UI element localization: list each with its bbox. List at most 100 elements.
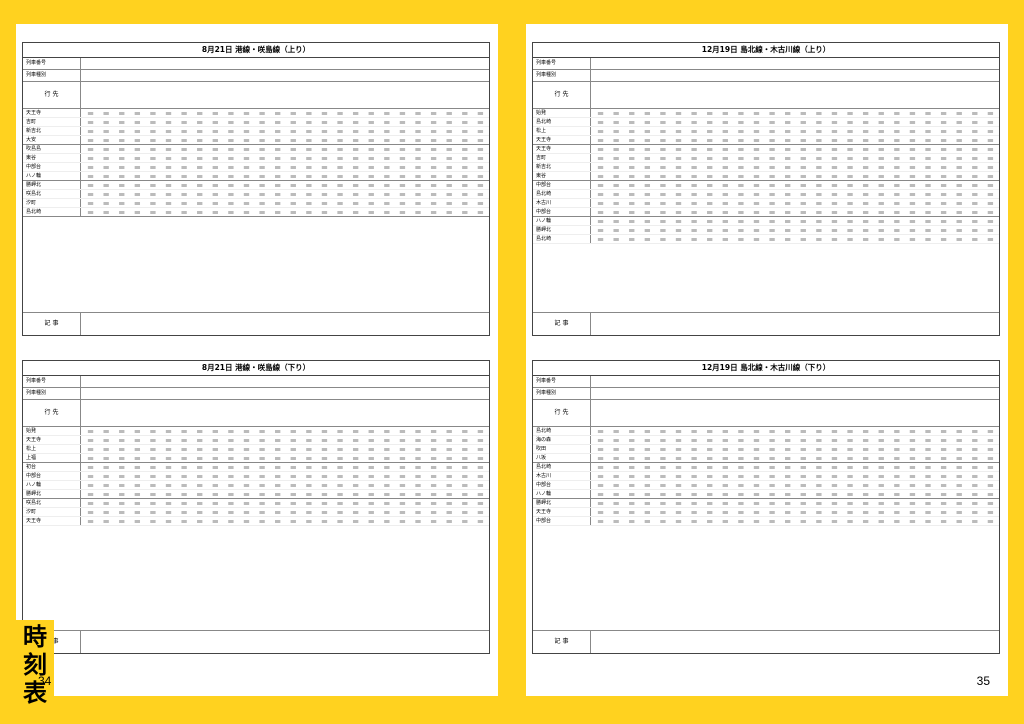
- station-label: 始発: [23, 427, 81, 435]
- time-cells: [81, 427, 489, 435]
- time-cells: [81, 118, 489, 126]
- station-label: 天王寺: [23, 436, 81, 444]
- station-label: 天王寺: [533, 136, 591, 144]
- time-cells: [591, 490, 999, 498]
- time-cells: [81, 499, 489, 507]
- table-row: 勝岬北: [23, 490, 489, 499]
- side-label-char: 刻: [23, 651, 47, 679]
- time-cells: [81, 199, 489, 207]
- table-row: 勝岬北: [23, 181, 489, 190]
- table-row: 中部台: [533, 181, 999, 190]
- station-label: 上福: [23, 454, 81, 462]
- row-label: 行 先: [533, 82, 591, 108]
- table-row: 始発: [533, 109, 999, 118]
- station-label: 中部台: [533, 181, 591, 189]
- side-label-char: 表: [23, 679, 47, 707]
- time-cells: [591, 109, 999, 117]
- table-row: 天王寺: [23, 517, 489, 526]
- table-row: 咲島北: [23, 190, 489, 199]
- station-label: 島北崎: [23, 208, 81, 216]
- time-cells: [81, 127, 489, 135]
- time-cells: [591, 454, 999, 462]
- station-label: 中部台: [23, 472, 81, 480]
- table-row: 大安: [23, 136, 489, 145]
- station-label: 新吉北: [533, 163, 591, 171]
- station-label: 木古川: [533, 472, 591, 480]
- time-cells: [591, 508, 999, 516]
- station-label: 吹田: [533, 445, 591, 453]
- table-row: 東谷: [23, 154, 489, 163]
- table-row: 木古川: [533, 472, 999, 481]
- station-label: 島北崎: [533, 118, 591, 126]
- station-label: 天王寺: [23, 109, 81, 117]
- table-row: 島北崎: [533, 235, 999, 244]
- table-row: 天王寺: [23, 436, 489, 445]
- station-label: 勝岬北: [23, 490, 81, 498]
- table-row: 天王寺: [533, 136, 999, 145]
- station-label: 島北崎: [533, 463, 591, 471]
- table-row: 汐町: [23, 508, 489, 517]
- table-row: 島北崎: [533, 118, 999, 127]
- time-cells: [591, 136, 999, 144]
- table-row: 始発: [23, 427, 489, 436]
- station-label: 新吉北: [23, 127, 81, 135]
- table-row: 中部台: [23, 472, 489, 481]
- table-row: 中部台: [533, 208, 999, 217]
- station-label: 吉町: [533, 154, 591, 162]
- station-label: 天王寺: [23, 517, 81, 525]
- table-row: 中部台: [533, 517, 999, 526]
- station-label: 吹島島: [23, 145, 81, 153]
- table-row: 新吉北: [533, 163, 999, 172]
- table-row: 吹田: [533, 445, 999, 454]
- page-left: 8月21日 港線・咲島線（上り） 列車番号 列車種別 行 先 天王寺 吉町 新吉北大…: [16, 24, 498, 710]
- table-title: 12月19日 島北線・木古川線（上り）: [533, 43, 999, 58]
- station-label: 咲島北: [23, 190, 81, 198]
- rows-right-bottom: 島北崎 海の森 吹田 八坂 島北崎 木古川 中部台 ハノ輪 勝岬北 天王寺 中部台: [533, 427, 999, 526]
- table-row: 中部台: [23, 163, 489, 172]
- time-cells: [591, 172, 999, 180]
- time-cells: [81, 109, 489, 117]
- station-label: ハノ輪: [23, 481, 81, 489]
- row-label: 列車種別: [23, 388, 81, 399]
- rows-left-top: 天王寺 吉町 新吉北 大安 吹島島 東谷 中部台 ハノ輪 勝岬北 咲島北 汐町 島北崎: [23, 109, 489, 217]
- row-label: 列車番号: [23, 58, 81, 69]
- station-label: 島北崎: [533, 427, 591, 435]
- table-row: 吉町: [533, 154, 999, 163]
- station-label: 木古川: [533, 199, 591, 207]
- time-cells: [591, 499, 999, 507]
- station-label: 島北崎: [533, 190, 591, 198]
- time-cells: [591, 208, 999, 216]
- station-label: 大安: [23, 136, 81, 144]
- station-label: 松上: [23, 445, 81, 453]
- time-cells: [591, 145, 999, 153]
- time-cells: [591, 427, 999, 435]
- station-label: 勝岬北: [23, 181, 81, 189]
- time-cells: [591, 181, 999, 189]
- station-label: 中部台: [23, 163, 81, 171]
- station-label: 始発: [533, 109, 591, 117]
- time-cells: [591, 481, 999, 489]
- row-label: 列車番号: [23, 376, 81, 387]
- table-row: 東谷: [533, 172, 999, 181]
- time-cells: [81, 145, 489, 153]
- station-label: 島北崎: [533, 235, 591, 243]
- station-label: 松上: [533, 127, 591, 135]
- station-label: ハノ輪: [533, 217, 591, 225]
- table-title: 8月21日 港線・咲島線（下り）: [23, 361, 489, 376]
- station-label: 中部台: [533, 208, 591, 216]
- time-cells: [591, 217, 999, 225]
- table-row: 八坂: [533, 454, 999, 463]
- timetable-right-top: 12月19日 島北線・木古川線（上り） 列車番号 列車種別 行 先 始発 島北崎松…: [532, 42, 1000, 336]
- station-label: 中部台: [533, 517, 591, 525]
- time-cells: [81, 436, 489, 444]
- timetable-left-bottom: 8月21日 港線・咲島線（下り） 列車番号 列車種別 行 先 始発 天王寺 松上 上福…: [22, 360, 490, 654]
- time-cells: [81, 508, 489, 516]
- page-number: 34: [38, 674, 52, 688]
- time-cells: [591, 226, 999, 234]
- station-label: 勝岬北: [533, 499, 591, 507]
- time-cells: [81, 490, 489, 498]
- table-row: ハノ輪: [23, 172, 489, 181]
- time-cells: [591, 445, 999, 453]
- time-cells: [591, 154, 999, 162]
- table-row: 木古川: [533, 199, 999, 208]
